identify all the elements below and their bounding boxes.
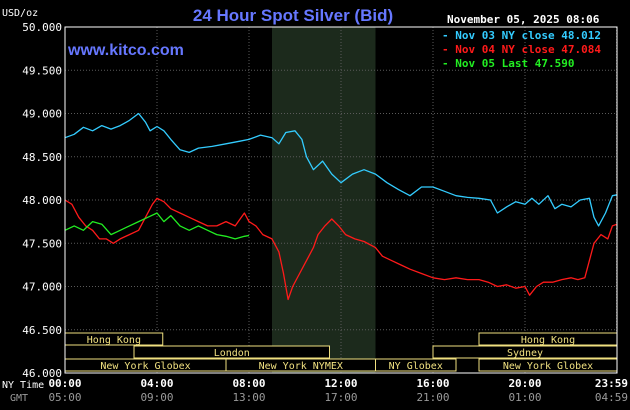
y-tick-label: 47.500 [22, 237, 62, 250]
plot-border [64, 26, 618, 374]
unit-label: USD/oz [2, 8, 38, 19]
x-tick-label-gmt: 17:00 [324, 391, 357, 404]
market-label: New York Globex [100, 361, 190, 372]
y-tick-label: 46.500 [22, 324, 62, 337]
series-line-3 [64, 212, 250, 240]
date-label: November 05, 2025 08:06 [447, 13, 600, 26]
legend-entry: - Nov 05 Last 47.590 [442, 57, 574, 70]
legend: - Nov 03 NY close 48.012- Nov 04 NY clos… [442, 29, 601, 70]
site-label: www.kitco.com [67, 42, 184, 59]
x-tick-label-gmt: 09:00 [140, 391, 173, 404]
market-sessions: Hong Kong Hong Kong London Sydney New York G… [64, 332, 618, 372]
x-tick-label-gmt: 21:00 [416, 391, 449, 404]
x-tick-label-ny: 00:00 [48, 377, 81, 390]
series-line-2 [64, 197, 618, 301]
market-label: London [214, 348, 250, 359]
market-label: Sydney [507, 348, 543, 359]
x-tick-label-ny: 08:00 [232, 377, 265, 390]
chart-title: 24 Hour Spot Silver (Bid) [193, 6, 393, 25]
x-tick-label-gmt: 05:00 [48, 391, 81, 404]
ny-time-row-label: NY Time [2, 380, 44, 391]
market-label: New York NYMEX [259, 361, 343, 372]
market-label: Hong Kong [521, 335, 575, 346]
y-tick-label: 48.000 [22, 194, 62, 207]
y-axis: 46.000 46.500 47.000 47.500 48.000 48.500 49.0… [22, 21, 62, 380]
legend-entry: - Nov 03 NY close 48.012 [442, 29, 601, 42]
market-box [133, 345, 330, 359]
market-label: NY Globex [389, 361, 443, 372]
series-line-1 [64, 112, 618, 227]
x-tick-label-ny: 04:00 [140, 377, 173, 390]
market-label: New York Globex [503, 361, 593, 372]
x-tick-label-gmt: 01:00 [508, 391, 541, 404]
x-tick-label-ny: 12:00 [324, 377, 357, 390]
y-tick-label: 49.500 [22, 64, 62, 77]
gmt-row-label: GMT [10, 393, 28, 404]
legend-entry: - Nov 04 NY close 47.084 [442, 43, 601, 56]
x-tick-label-ny: 23:59 [595, 377, 628, 390]
y-tick-label: 49.000 [22, 108, 62, 121]
x-tick-label-gmt: 04:59 [595, 391, 628, 404]
x-tick-label-ny: 16:00 [416, 377, 449, 390]
x-tick-label-ny: 20:00 [508, 377, 541, 390]
y-tick-label: 50.000 [22, 21, 62, 34]
market-label: Hong Kong [87, 335, 141, 346]
y-tick-label: 46.000 [22, 367, 62, 380]
market-box [375, 358, 457, 372]
y-tick-label: 47.000 [22, 281, 62, 294]
price-series [64, 112, 618, 301]
x-tick-label-gmt: 13:00 [232, 391, 265, 404]
y-tick-label: 48.500 [22, 151, 62, 164]
